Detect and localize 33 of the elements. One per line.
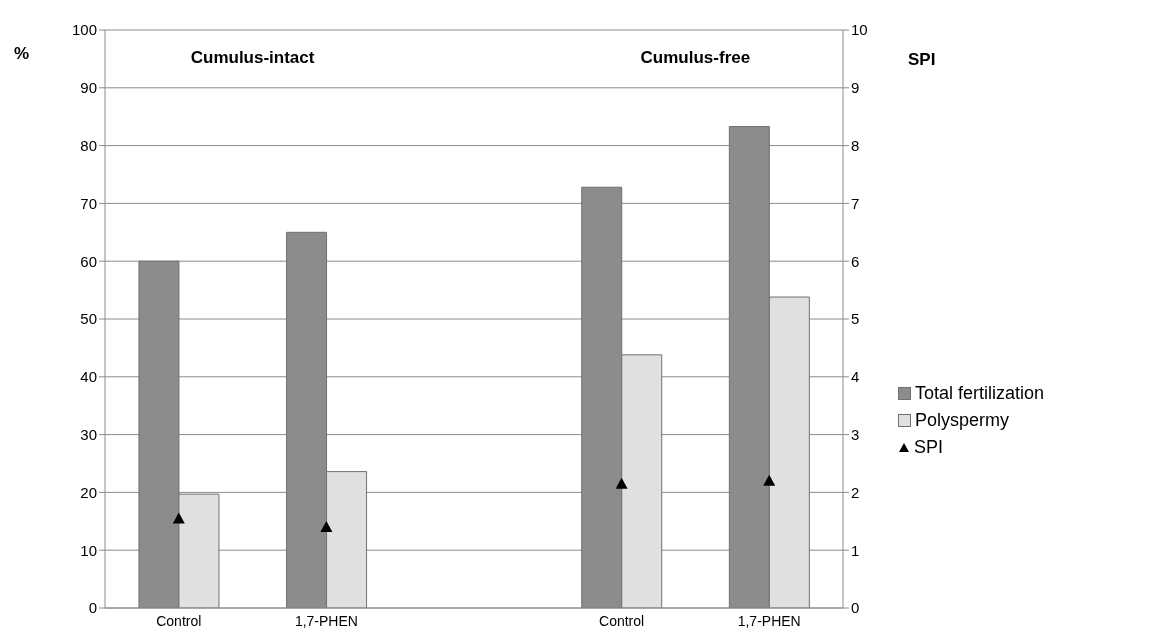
x-tick-label: Control bbox=[599, 612, 645, 629]
annotation: Cumulus-free bbox=[639, 48, 752, 68]
y-tick-label: 100 bbox=[71, 21, 97, 39]
y2-tick-label: 1 bbox=[851, 541, 860, 559]
y2-tick-label: 3 bbox=[851, 425, 860, 443]
y-tick-label: 90 bbox=[80, 79, 97, 97]
y-tick-label: 80 bbox=[80, 136, 97, 154]
y-tick-label: 40 bbox=[80, 368, 97, 386]
y2-tick-label: 5 bbox=[851, 310, 860, 328]
y2-tick-label: 8 bbox=[851, 136, 860, 154]
y-tick-label: 20 bbox=[80, 483, 97, 501]
legend-label: Total fertilization bbox=[915, 383, 1045, 404]
y-axis-title: % bbox=[14, 44, 30, 64]
x-tick-label: 1,7-PHEN bbox=[737, 612, 801, 629]
y-tick-label: 10 bbox=[80, 541, 97, 559]
x-tick-label: 1,7-PHEN bbox=[294, 612, 358, 629]
y2-axis-title: SPI bbox=[908, 50, 936, 70]
y2-tick-label: 4 bbox=[851, 368, 860, 386]
y-tick-label: 50 bbox=[80, 310, 97, 328]
x-tick-label: Control bbox=[156, 612, 202, 629]
y2-tick-label: 10 bbox=[851, 21, 868, 39]
y-tick-label: 60 bbox=[80, 252, 97, 270]
y2-tick-label: 7 bbox=[851, 194, 860, 212]
y2-tick-label: 9 bbox=[851, 79, 860, 97]
legend-label: SPI bbox=[914, 437, 944, 458]
legend-label: Polyspermy bbox=[915, 410, 1010, 431]
y2-tick-label: 0 bbox=[851, 599, 860, 617]
y2-tick-label: 6 bbox=[851, 252, 860, 270]
annotation: Cumulus-intact bbox=[189, 48, 316, 68]
y-tick-label: 0 bbox=[88, 599, 97, 617]
y-tick-label: 30 bbox=[80, 425, 97, 443]
y2-tick-label: 2 bbox=[851, 483, 860, 501]
y-tick-label: 70 bbox=[80, 194, 97, 212]
